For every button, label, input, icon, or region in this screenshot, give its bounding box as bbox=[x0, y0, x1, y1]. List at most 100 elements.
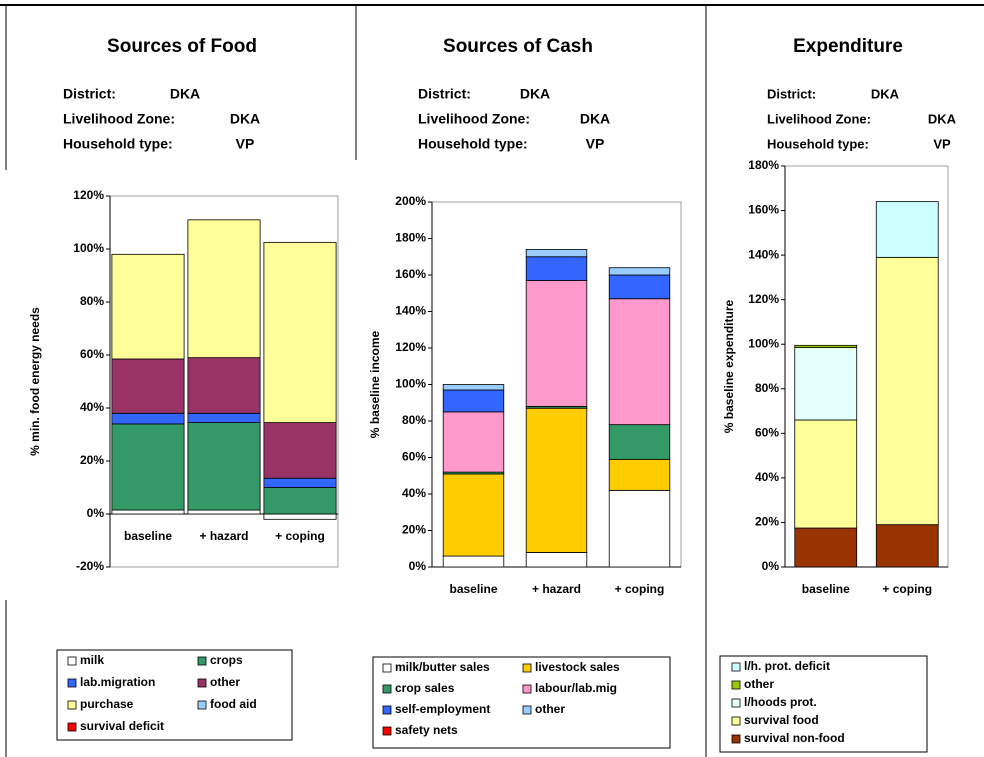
bar-segment bbox=[442, 389, 505, 413]
legend-label: milk/butter sales bbox=[395, 660, 490, 674]
bar-segment bbox=[263, 477, 337, 488]
legend-box bbox=[719, 655, 928, 753]
bar-segment bbox=[263, 487, 337, 515]
y-tick-label: 20% bbox=[402, 523, 426, 537]
legend-label: other bbox=[210, 675, 240, 689]
bar-segment bbox=[525, 280, 588, 407]
info-label: Household type: bbox=[767, 136, 869, 151]
legend-label: survival non-food bbox=[744, 731, 845, 745]
bar-segment bbox=[525, 552, 588, 568]
bar-segment bbox=[794, 344, 858, 348]
info-value: VP bbox=[933, 136, 951, 151]
bar-segment bbox=[608, 274, 671, 300]
bar-segment bbox=[442, 411, 505, 473]
legend-swatch bbox=[67, 722, 77, 732]
y-tick-label: 100% bbox=[73, 241, 104, 255]
legend-swatch bbox=[67, 656, 77, 666]
legend-swatch bbox=[382, 684, 392, 694]
info-value: DKA bbox=[871, 86, 900, 101]
legend-swatch bbox=[731, 680, 741, 690]
bar-segment bbox=[875, 256, 939, 526]
info-value: DKA bbox=[230, 111, 260, 127]
legend-swatch bbox=[67, 700, 77, 710]
y-tick-label: 200% bbox=[395, 194, 426, 208]
bar-segment bbox=[111, 358, 185, 414]
legend-box bbox=[56, 649, 293, 741]
legend-label: crops bbox=[210, 653, 243, 667]
y-tick-label: 140% bbox=[395, 304, 426, 318]
bar-segment bbox=[608, 298, 671, 426]
x-tick-label: baseline bbox=[124, 529, 172, 543]
bar-segment bbox=[187, 219, 261, 359]
legend-label: purchase bbox=[80, 697, 134, 711]
legend-label: labour/lab.mig bbox=[535, 681, 617, 695]
x-tick-label: baseline bbox=[802, 582, 850, 596]
bar-segment bbox=[263, 513, 337, 520]
info-value: DKA bbox=[928, 111, 957, 126]
bar-segment bbox=[525, 407, 588, 553]
bar-segment bbox=[111, 509, 185, 515]
y-axis-label: % baseline income bbox=[368, 330, 382, 438]
info-value: VP bbox=[236, 136, 255, 152]
bar-segment bbox=[875, 201, 939, 258]
bar-segment bbox=[111, 253, 185, 360]
legend-label: food aid bbox=[210, 697, 257, 711]
bar-segment bbox=[263, 422, 337, 479]
legend-swatch bbox=[731, 734, 741, 744]
legend-swatch bbox=[731, 716, 741, 726]
legend-swatch bbox=[67, 678, 77, 688]
y-tick-label: 60% bbox=[402, 450, 426, 464]
legend-swatch bbox=[197, 678, 207, 688]
legend-label: other bbox=[744, 677, 774, 691]
bar-segment bbox=[608, 489, 671, 568]
bar-segment bbox=[794, 419, 858, 529]
y-axis-label: % baseline expenditure bbox=[722, 299, 736, 433]
y-tick-label: 80% bbox=[755, 381, 779, 395]
bar-segment bbox=[111, 423, 185, 511]
y-tick-label: 80% bbox=[402, 413, 426, 427]
y-tick-label: 60% bbox=[755, 426, 779, 440]
legend-label: crop sales bbox=[395, 681, 455, 695]
y-tick-label: -20% bbox=[76, 559, 104, 573]
bar-segment bbox=[442, 384, 505, 391]
y-tick-label: 40% bbox=[402, 486, 426, 500]
info-label: Livelihood Zone: bbox=[63, 111, 175, 127]
y-tick-label: 180% bbox=[395, 231, 426, 245]
chart-title: Sources of Cash bbox=[443, 36, 593, 57]
bar-segment bbox=[187, 412, 261, 423]
legend-swatch bbox=[197, 656, 207, 666]
y-tick-label: 0% bbox=[87, 506, 105, 520]
y-tick-label: 160% bbox=[748, 203, 779, 217]
legend-label: survival deficit bbox=[80, 719, 164, 733]
bar-segment bbox=[608, 458, 671, 491]
bar-segment bbox=[187, 509, 261, 515]
info-label: Livelihood Zone: bbox=[418, 111, 530, 127]
bar-segment bbox=[794, 527, 858, 568]
info-label: District: bbox=[418, 86, 471, 102]
info-label: District: bbox=[63, 86, 116, 102]
legend-swatch bbox=[382, 705, 392, 715]
y-axis-label: % min. food energy needs bbox=[28, 307, 42, 456]
y-tick-label: 160% bbox=[395, 267, 426, 281]
bar-segment bbox=[794, 347, 858, 421]
x-tick-label: + hazard bbox=[199, 529, 248, 543]
y-tick-label: 40% bbox=[755, 470, 779, 484]
legend-swatch bbox=[382, 663, 392, 673]
y-tick-label: 120% bbox=[395, 340, 426, 354]
chart-title: Expenditure bbox=[793, 36, 903, 57]
bar-segment bbox=[263, 241, 337, 423]
bar-segment bbox=[111, 412, 185, 425]
y-tick-label: 80% bbox=[80, 294, 104, 308]
bar-segment bbox=[187, 422, 261, 511]
info-value: DKA bbox=[170, 86, 200, 102]
x-tick-label: + coping bbox=[882, 582, 932, 596]
info-value: VP bbox=[586, 136, 605, 152]
legend-box bbox=[372, 656, 671, 749]
info-label: Household type: bbox=[418, 136, 528, 152]
y-tick-label: 40% bbox=[80, 400, 104, 414]
info-label: Household type: bbox=[63, 136, 173, 152]
legend-label: safety nets bbox=[395, 723, 458, 737]
legend-label: other bbox=[535, 702, 565, 716]
legend-swatch bbox=[522, 705, 532, 715]
